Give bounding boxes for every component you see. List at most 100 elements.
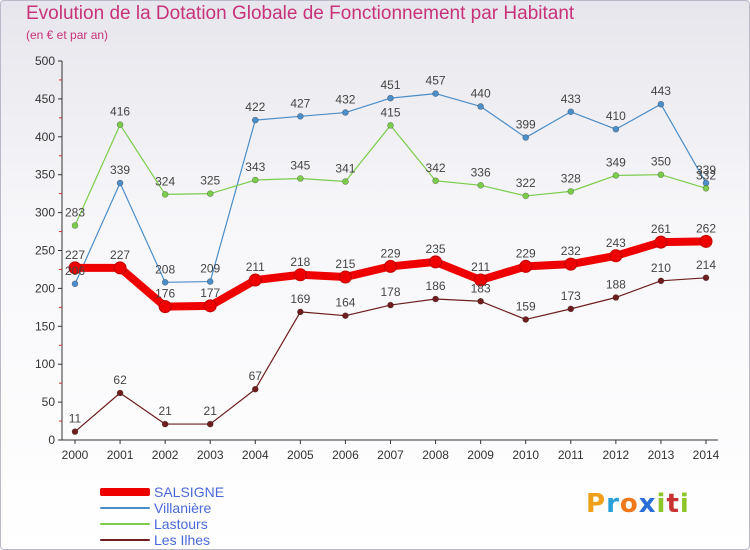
data-point-lastours	[477, 182, 484, 189]
legend-label: Les Ilhes	[154, 532, 211, 548]
data-point-salsigne	[248, 273, 262, 287]
x-tick-label: 2000	[62, 448, 89, 462]
data-label-lastours: 342	[426, 161, 446, 175]
data-point-lastours	[206, 190, 214, 197]
data-label-salsigne: 229	[380, 246, 400, 260]
data-label-villaniere: 206	[65, 264, 85, 278]
data-label-salsigne: 243	[606, 236, 626, 250]
data-label-salsigne: 177	[200, 286, 220, 300]
x-tick-label: 2008	[422, 448, 449, 462]
data-point-villaniere	[432, 90, 439, 97]
data-label-villaniere: 339	[696, 163, 716, 177]
y-tick-label: 400	[35, 130, 55, 144]
data-point-lastours	[702, 185, 710, 192]
logo-letter: t	[666, 489, 680, 519]
data-point-salsigne	[519, 259, 533, 273]
data-label-lastours: 341	[335, 162, 355, 176]
data-label-villaniere: 209	[200, 262, 220, 276]
data-label-les-ilhes: 159	[516, 299, 536, 313]
data-point-salsigne	[654, 235, 668, 249]
data-label-salsigne: 218	[290, 255, 310, 269]
x-tick-label: 2011	[558, 448, 584, 462]
data-point-salsigne	[699, 234, 713, 248]
data-point-salsigne	[564, 257, 578, 271]
y-tick-label: 450	[35, 92, 55, 106]
data-label-salsigne: 211	[471, 260, 490, 274]
data-label-villaniere: 457	[426, 74, 446, 88]
data-label-villaniere: 422	[245, 100, 265, 114]
data-label-villaniere: 440	[471, 86, 491, 100]
y-tick-label: 150	[35, 319, 55, 333]
data-label-salsigne: 232	[561, 244, 581, 258]
data-point-les-ilhes	[702, 274, 710, 282]
data-point-lastours	[567, 188, 575, 195]
data-point-villaniere	[387, 94, 394, 102]
x-tick-label: 2002	[152, 448, 179, 462]
x-tick-label: 2009	[467, 448, 494, 462]
data-point-salsigne	[338, 270, 352, 284]
data-point-salsigne	[293, 268, 307, 282]
data-point-villaniere	[657, 100, 665, 108]
data-point-les-ilhes	[657, 277, 665, 285]
data-label-lastours: 322	[516, 176, 536, 190]
data-label-lastours: 325	[200, 174, 220, 188]
data-label-lastours: 415	[380, 105, 400, 119]
data-point-villaniere	[522, 134, 530, 141]
x-tick-label: 2012	[603, 448, 630, 462]
x-tick-label: 2003	[197, 448, 224, 462]
data-point-salsigne	[203, 299, 217, 313]
y-tick-label: 0	[48, 433, 55, 447]
data-label-les-ilhes: 21	[204, 404, 218, 418]
logo-letter: i	[656, 489, 667, 519]
logo-letter: o	[619, 489, 639, 519]
data-point-villaniere	[567, 108, 575, 116]
chart-subtitle: (en € et par an)	[26, 28, 109, 42]
data-point-lastours	[657, 171, 665, 178]
data-label-lastours: 332	[696, 168, 716, 182]
x-tick-label: 2004	[242, 448, 269, 462]
data-point-salsigne	[474, 273, 488, 287]
x-tick-label: 2005	[287, 448, 314, 462]
y-tick-label: 500	[35, 54, 55, 68]
data-point-les-ilhes	[297, 308, 304, 316]
x-tick-label: 2007	[377, 448, 404, 462]
data-label-villaniere: 433	[561, 92, 581, 106]
legend-label: SALSIGNE	[154, 484, 225, 500]
data-point-villaniere	[206, 278, 214, 285]
legend-swatch	[100, 523, 150, 525]
data-label-lastours: 324	[155, 174, 175, 188]
data-point-les-ilhes	[612, 294, 620, 301]
data-label-les-ilhes: 62	[113, 373, 127, 387]
data-label-les-ilhes: 210	[651, 261, 671, 275]
data-point-lastours	[161, 191, 169, 198]
data-point-villaniere	[342, 109, 349, 116]
data-label-les-ilhes: 183	[471, 281, 491, 295]
data-point-les-ilhes	[251, 385, 259, 393]
x-tick-label: 2013	[648, 448, 675, 462]
data-point-salsigne	[158, 300, 172, 314]
data-point-villaniere	[612, 125, 620, 133]
data-label-villaniere: 339	[110, 163, 130, 177]
data-label-les-ilhes: 164	[335, 296, 355, 310]
data-label-lastours: 336	[471, 165, 491, 179]
data-point-villaniere	[251, 116, 259, 124]
data-label-lastours: 416	[110, 105, 130, 119]
data-point-lastours	[432, 177, 439, 185]
legend-label: Lastours	[154, 516, 208, 532]
data-point-salsigne	[68, 261, 82, 275]
data-point-salsigne	[429, 255, 443, 269]
data-point-les-ilhes	[206, 420, 214, 428]
data-point-salsigne	[384, 259, 397, 273]
data-point-villaniere	[71, 280, 79, 288]
data-label-lastours: 283	[65, 205, 85, 219]
data-point-lastours	[116, 121, 124, 128]
data-point-lastours	[342, 178, 349, 185]
data-label-salsigne: 262	[696, 221, 716, 235]
data-point-villaniere	[297, 113, 304, 120]
data-label-villaniere: 410	[606, 109, 626, 123]
data-point-salsigne	[609, 249, 623, 263]
data-label-les-ilhes: 188	[606, 277, 626, 291]
logo-letter: x	[638, 489, 657, 519]
data-point-les-ilhes	[477, 297, 484, 305]
legend-swatch	[100, 488, 150, 496]
